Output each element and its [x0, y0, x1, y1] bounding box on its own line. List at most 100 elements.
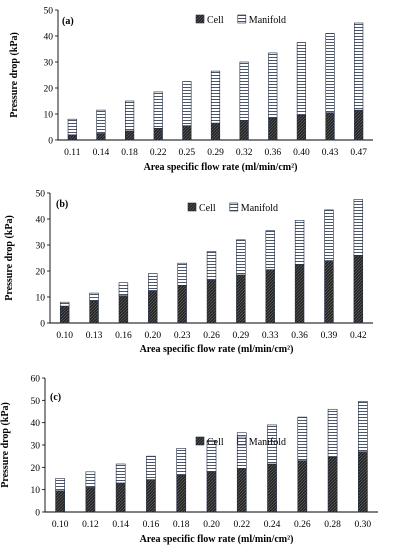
- bar-segment-cell: [146, 479, 156, 513]
- x-tick-label: 0.22: [150, 148, 167, 158]
- x-tick-label: 0.23: [174, 331, 191, 341]
- bar-segment-cell: [89, 300, 99, 324]
- y-tick-label: 0: [35, 509, 40, 519]
- x-tick-label: 0.42: [350, 331, 367, 341]
- y-tick-label: 30: [31, 442, 41, 452]
- bar-segment-manifold: [59, 301, 70, 307]
- bar-segment-manifold: [89, 292, 99, 302]
- x-tick-label: 0.40: [293, 148, 310, 158]
- x-tick-label: 0.25: [179, 148, 196, 158]
- bar-segment-cell: [358, 451, 368, 513]
- bar-segment-cell: [124, 130, 135, 141]
- x-tick-label: 0.43: [322, 148, 339, 158]
- x-tick-label: 0.16: [143, 520, 160, 530]
- legend-swatch-manifold: [237, 14, 247, 24]
- bar-segment-cell: [265, 269, 275, 324]
- bar-segment-manifold: [297, 416, 308, 461]
- bar-segment-cell: [294, 264, 305, 324]
- bar-segment-manifold: [55, 478, 65, 492]
- legend-swatch-manifold: [229, 202, 239, 212]
- y-axis-title: Pressure drop (kPa): [4, 215, 15, 301]
- x-tick-label: 0.18: [173, 520, 190, 530]
- y-tick-label: 10: [36, 294, 46, 304]
- bar-segment-cell: [354, 109, 364, 141]
- bar-segment-cell: [325, 112, 335, 141]
- x-tick-label: 0.26: [294, 520, 311, 530]
- y-axis-title: Pressure drop (kPa): [0, 402, 11, 488]
- bar-segment-manifold: [296, 42, 307, 116]
- y-tick-label: 40: [44, 33, 54, 43]
- bar-segment-cell: [353, 255, 364, 324]
- x-tick-label: 0.26: [203, 331, 220, 341]
- x-tick-label: 0.29: [207, 148, 224, 158]
- bar-segment-manifold: [239, 61, 249, 121]
- y-tick-label: 40: [31, 419, 41, 429]
- bar-segment-manifold: [354, 22, 364, 111]
- bar-segment-cell: [148, 290, 158, 324]
- legend-label-manifold: Manifold: [241, 203, 278, 214]
- bar-segment-cell: [59, 305, 70, 324]
- bar-segment-manifold: [182, 81, 192, 127]
- bar-segment-cell: [296, 115, 307, 141]
- chart-panel-2: 0 10 20 30 40 50 0.10 0.13 0.16 0.20 0.23 0.26 0.29 0…: [4, 190, 373, 355]
- bar-segment-manifold: [236, 432, 247, 469]
- legend: Cell Manifold: [187, 202, 278, 214]
- bar-segment-cell: [177, 284, 187, 324]
- legend-label-manifold: Manifold: [249, 15, 286, 26]
- chart-panel-3: 0 10 20 30 40 50 60 0.10 0.12 0.14 0.16 0.18 0.20 0.2…: [0, 375, 378, 545]
- x-tick-label: 0.33: [262, 331, 279, 341]
- y-tick-label: 50: [31, 397, 41, 407]
- x-tick-label: 0.22: [233, 520, 250, 530]
- bar-segment-cell: [297, 460, 308, 513]
- bar-segment-manifold: [206, 440, 217, 473]
- bar-segment-cell: [176, 474, 187, 513]
- x-tick-label: 0.11: [64, 148, 81, 158]
- bar-segment-cell: [55, 490, 65, 513]
- bar-segment-cell: [267, 463, 277, 513]
- x-tick-label: 0.13: [86, 331, 103, 341]
- y-tick-label: 0: [48, 137, 53, 147]
- bar-segment-manifold: [146, 455, 156, 480]
- x-tick-label: 0.20: [144, 331, 161, 341]
- legend-swatch-cell: [195, 436, 205, 446]
- bar-segment-cell: [324, 260, 334, 324]
- x-axis-title: Area specific flow rate (ml/min/cm²): [140, 344, 294, 355]
- bar-segment-cell: [210, 122, 221, 141]
- bar-segment-cell: [182, 125, 192, 141]
- panels: 0 10 20 30 40 50 0.11 0.14 0.18 0.22 0.25 0.29 0.32 0…: [0, 7, 378, 545]
- x-tick-label: 0.18: [121, 148, 138, 158]
- y-tick-label: 50: [36, 190, 46, 200]
- panel-label: (c): [50, 392, 61, 403]
- y-tick-label: 30: [36, 242, 46, 252]
- panel-label: (a): [62, 16, 74, 27]
- y-tick-label: 50: [44, 7, 54, 17]
- panel-label: (b): [56, 199, 68, 210]
- bar-segment-manifold: [325, 33, 335, 114]
- bar-segment-cell: [85, 487, 96, 513]
- legend: Cell Manifold: [195, 436, 286, 448]
- bar-segment-cell: [236, 468, 247, 513]
- x-tick-label: 0.10: [56, 331, 73, 341]
- bar-segment-manifold: [115, 463, 126, 484]
- bar-segment-cell: [153, 128, 163, 141]
- x-tick-label: 0.24: [264, 520, 281, 530]
- legend-label-cell: Cell: [199, 203, 216, 214]
- x-tick-label: 0.39: [321, 331, 338, 341]
- bar-segment-cell: [115, 482, 126, 513]
- bar-segment-manifold: [85, 471, 96, 488]
- y-tick-label: 30: [44, 59, 54, 69]
- x-tick-label: 0.36: [264, 148, 281, 158]
- legend-label-manifold: Manifold: [249, 437, 286, 448]
- y-tick-label: 40: [36, 216, 46, 226]
- bar-segment-manifold: [358, 401, 368, 453]
- bar-segment-manifold: [124, 100, 135, 132]
- bar-segment-manifold: [148, 273, 158, 291]
- y-tick-label: 0: [40, 320, 45, 330]
- bar-segment-manifold: [96, 109, 106, 134]
- x-tick-label: 0.30: [355, 520, 372, 530]
- bar-segment-manifold: [265, 230, 275, 270]
- x-tick-label: 0.36: [291, 331, 308, 341]
- x-axis-title: Area specific flow rate (ml/min/cm²): [140, 534, 294, 545]
- legend: Cell Manifold: [195, 14, 286, 26]
- x-tick-label: 0.29: [233, 331, 250, 341]
